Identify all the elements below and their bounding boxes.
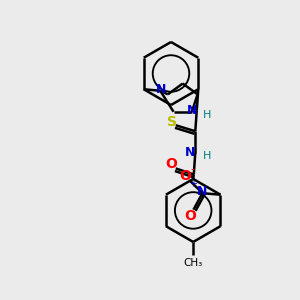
Text: S: S — [167, 115, 177, 129]
Text: +: + — [190, 179, 197, 189]
Text: N: N — [186, 104, 197, 117]
Text: O: O — [184, 209, 196, 223]
Text: CH₃: CH₃ — [184, 257, 203, 268]
Text: N: N — [197, 185, 207, 198]
Text: O: O — [165, 157, 177, 171]
Text: H: H — [203, 110, 212, 120]
Text: N: N — [156, 83, 166, 96]
Text: H: H — [202, 152, 211, 161]
Text: O: O — [179, 169, 191, 183]
Text: N: N — [185, 146, 195, 159]
Text: -: - — [190, 164, 194, 174]
